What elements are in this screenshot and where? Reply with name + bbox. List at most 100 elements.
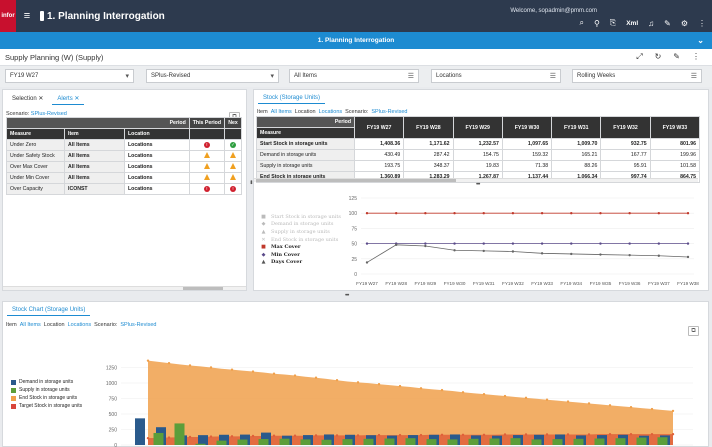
data-point [146,436,150,440]
legend-item[interactable]: End Stock in storage units [11,394,82,402]
table-row[interactable]: Demand in storage units 430.49 287.42 154.… [256,149,701,161]
data-point [251,370,255,373]
bar [510,438,521,445]
tab-selection[interactable]: Selection ✕ [12,96,44,102]
items-filter[interactable]: All Items ☰ [289,69,419,83]
location-link[interactable]: Locations [318,109,343,115]
data-point [599,253,602,256]
tab-stock[interactable]: Stock (Storage Units) [258,93,326,104]
stock-panel-tabs: Stock (Storage Units) [258,93,326,104]
edit-icon[interactable]: ✎ [664,18,671,28]
bar [174,423,185,445]
refresh-icon[interactable]: ↻ [654,52,662,61]
scenario-link[interactable]: SPlus-Revised [120,322,157,328]
data-point [629,432,633,436]
locations-filter-value: Locations [436,73,462,79]
table-row[interactable]: Under Zero All Items Locations ! ✓ [6,139,242,151]
warning-icon [230,174,236,180]
copy-icon[interactable]: ⧉ [688,326,699,336]
scenario-select[interactable]: SPlus-Revised ▾ [146,69,279,83]
more-icon[interactable]: ⋮ [692,52,700,61]
chevron-down-icon: ▾ [125,73,129,80]
legend-item[interactable]: ◆ Demand in storage units [261,221,334,228]
stock-period-header: Period [256,116,355,128]
data-point [566,400,570,403]
table-row[interactable]: Over Capacity ICONST Locations ! ! [6,183,242,195]
data-point [657,212,661,215]
table-row[interactable]: Supply in storage units 193.75 348.37 19.8… [256,160,701,172]
legend-item[interactable]: ✕ End Stock in storage units [261,236,339,243]
period-select[interactable]: FY19 W27 ▾ [5,69,134,83]
rolling-weeks-filter[interactable]: Rolling Weeks ☰ [572,69,702,83]
tab-alerts[interactable]: Alerts ✕ [52,93,85,105]
scenario-link[interactable]: SPlus-Revised [371,109,408,115]
y-tick-label: 250 [109,428,118,434]
bar [405,438,416,445]
legend-item[interactable]: Demand in storage units [11,378,82,386]
data-point [424,212,427,215]
hamburger-menu-icon[interactable]: ≡ [23,10,31,22]
gear-icon[interactable]: ⚙ [680,18,688,28]
data-point [398,384,402,388]
horizontal-scrollbar[interactable] [3,286,246,290]
table-row[interactable]: Under Min Cover All Items Locations [6,172,242,184]
horizontal-scrollbar[interactable] [254,178,698,182]
bar [198,435,208,445]
more-icon[interactable]: ⋮ [698,18,706,28]
legend-item[interactable]: ◆ Min Cover [261,251,300,258]
close-icon[interactable]: ✕ [38,96,44,102]
legend-item[interactable]: ■ Start Stock in storage units [261,213,341,220]
tab-stock-chart[interactable]: Stock Chart (Storage Units) [7,305,91,316]
col-measure: Measure [256,127,355,139]
y-tick-label: 1250 [106,366,117,372]
data-point [540,242,544,245]
edit-icon[interactable]: ✎ [673,52,680,61]
series-line [366,244,689,263]
panel-resize-handle[interactable]: ••• [345,293,349,299]
bar [573,438,584,445]
legend-item[interactable]: Target Stock in storage units [11,402,82,410]
bar [216,440,227,445]
data-point [365,242,369,245]
music-icon[interactable]: ♫ [648,18,655,28]
header-icons: ⤢ ↻ ✎ ⋮ [636,52,700,62]
scenario-link[interactable]: SPlus-Revised [30,111,67,117]
table-row[interactable]: Under Safety Stock All Items Locations [6,150,242,162]
x-tick-label: FY19 W31 [473,281,495,286]
tab-planning-interrogation[interactable]: 1. Planning Interrogation [317,37,395,44]
filter-icon[interactable]: ⚲ [593,18,600,28]
x-tick-label: FY19 W36 [619,281,641,286]
locations-filter[interactable]: Locations ☰ [431,69,561,83]
y-tick-label: 125 [349,196,358,202]
data-point [482,249,485,253]
data-point [511,242,515,245]
panel-resize-handle[interactable]: ••• [476,182,480,188]
panel-resize-handle[interactable]: ••• [247,180,253,184]
items-filter-value: All Items [294,73,318,79]
x-tick-label: FY19 W27 [356,281,378,286]
x-tick-label: FY19 W29 [415,281,437,286]
export-icon[interactable]: ⎘ [609,18,617,27]
table-row[interactable]: Start Stock in storage units 1,408.36 1,1… [256,138,701,150]
item-link[interactable]: All Items [270,109,292,115]
check-icon: ✓ [230,142,236,148]
legend-item[interactable]: ▲ Days Cover [261,259,303,266]
legend-item[interactable]: ▲ Supply in storage units [261,228,330,235]
xml-button[interactable]: Xml [626,19,639,27]
bar [237,439,248,445]
bar [324,434,334,445]
chevron-down-icon[interactable]: ⌄ [697,36,704,45]
location-link[interactable]: Locations [67,322,92,328]
close-icon[interactable]: ✕ [74,96,80,102]
period-select-value: FY19 W27 [10,73,39,79]
table-row[interactable]: Over Max Cover All Items Locations [6,161,242,173]
data-point [686,212,690,215]
data-point [503,394,507,398]
legend-item[interactable]: ■ Max Cover [261,244,301,251]
data-point [188,364,192,367]
legend-item[interactable]: Supply in storage units [11,386,82,394]
bar [321,439,332,445]
item-link[interactable]: All Items [19,322,41,328]
expand-icon[interactable]: ⤢ [636,52,643,61]
search-icon[interactable]: ⌕ [579,18,584,27]
